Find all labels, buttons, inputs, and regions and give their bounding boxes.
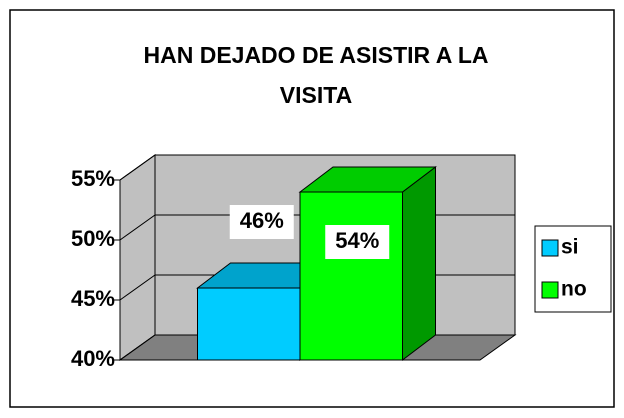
y-tick-label: 55%: [71, 166, 115, 191]
legend-label: no: [561, 278, 587, 301]
side-wall: [119, 154, 156, 361]
bar: [197, 287, 301, 361]
y-tick-label: 40%: [71, 346, 115, 371]
data-label-box: [229, 205, 294, 239]
chart-title: HAN DEJADO DE ASISTIR A LA VISITA: [143, 42, 488, 108]
y-tick-label: 50%: [71, 226, 115, 251]
data-label: 54%: [335, 228, 379, 253]
bar: [299, 191, 403, 361]
y-tick-label: 45%: [71, 286, 115, 311]
legend-label: si: [561, 236, 579, 259]
data-label: 46%: [240, 208, 284, 233]
legend-swatch: [541, 239, 559, 257]
legend-swatch: [541, 281, 559, 299]
grid-line: [119, 154, 515, 181]
bar-side: [402, 165, 436, 362]
data-label-box: [325, 225, 390, 259]
